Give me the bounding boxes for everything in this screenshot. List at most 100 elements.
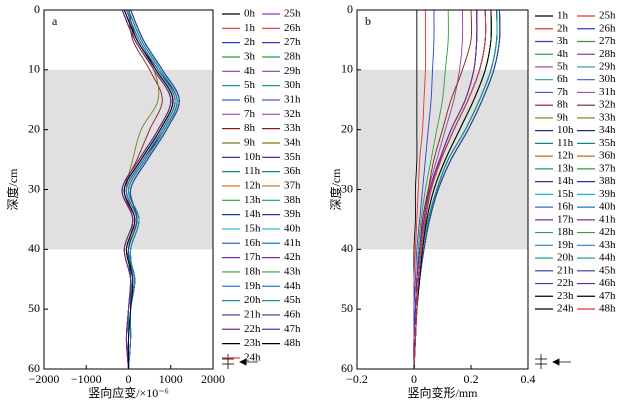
legend-label: 7h xyxy=(557,86,569,98)
legend-label: 26h xyxy=(599,22,616,34)
panel-label: b xyxy=(365,14,371,28)
legend-label: 35h xyxy=(599,137,616,149)
legend-label: 48h xyxy=(284,337,301,349)
x-tick-label: 0 xyxy=(126,372,132,386)
legend-label: 6h xyxy=(244,94,256,106)
legend-label: 18h xyxy=(557,226,574,238)
legend-label: 43h xyxy=(599,239,616,251)
legend-label: 31h xyxy=(599,86,616,98)
x-tick-label: 2000 xyxy=(201,372,225,386)
legend-label: 47h xyxy=(284,323,301,335)
y-tick-label: 50 xyxy=(341,301,353,315)
legend-label: 21h xyxy=(244,308,261,320)
legend-label: 19h xyxy=(557,239,574,251)
series-line xyxy=(413,10,435,369)
legend-label: 20h xyxy=(244,294,261,306)
legend-label: 7h xyxy=(244,108,256,120)
legend-label: 37h xyxy=(599,162,616,174)
legend-label: 32h xyxy=(284,108,301,120)
legend-label: 13h xyxy=(557,162,574,174)
x-tick-label: −1000 xyxy=(71,372,102,386)
legend-label: 2h xyxy=(244,36,256,48)
legend-label: 1h xyxy=(244,22,256,34)
legend-label: 22h xyxy=(557,277,574,289)
legend-label: 44h xyxy=(599,252,616,264)
legend-label: 12h xyxy=(244,179,261,191)
legend-label: 23h xyxy=(557,290,574,302)
legend-label: 8h xyxy=(244,122,256,134)
legend-label: 46h xyxy=(284,308,301,320)
legend-label: 34h xyxy=(599,124,616,136)
legend-label: 41h xyxy=(284,237,301,249)
legend-label: 4h xyxy=(244,65,256,77)
legend-label: 20h xyxy=(557,252,574,264)
legend-label: 15h xyxy=(557,188,574,200)
legend-label: 14h xyxy=(244,208,261,220)
legend-label: 30h xyxy=(284,79,301,91)
legend-label: 23h xyxy=(244,337,261,349)
legend-label: 36h xyxy=(599,150,616,162)
legend-label: 28h xyxy=(599,48,616,60)
legend-label: 24h xyxy=(244,351,261,363)
y-tick-label: 60 xyxy=(28,361,40,375)
y-tick-label: 0 xyxy=(34,2,40,16)
legend-label: 9h xyxy=(244,137,256,149)
series-line xyxy=(413,10,487,369)
legend-label: 33h xyxy=(599,111,616,123)
legend-label: 38h xyxy=(284,194,301,206)
legend-label: 17h xyxy=(244,251,261,263)
legend-label: 16h xyxy=(557,201,574,213)
legend-label: 22h xyxy=(244,323,261,335)
legend-label: 43h xyxy=(284,265,301,277)
y-tick-label: 50 xyxy=(28,301,40,315)
y-tick-label: 10 xyxy=(341,62,353,76)
legend-label: 45h xyxy=(284,294,301,306)
legend-label: 42h xyxy=(284,251,301,263)
legend-label: 44h xyxy=(284,280,301,292)
legend-label: 48h xyxy=(599,303,616,315)
legend-label: 5h xyxy=(244,79,256,91)
x-tick-label: 1000 xyxy=(159,372,183,386)
y-tick-label: 0 xyxy=(347,2,353,16)
legend-label: 24h xyxy=(557,303,574,315)
legend-label: 11h xyxy=(557,137,574,149)
legend-label: 46h xyxy=(599,277,616,289)
legend-label: 29h xyxy=(599,60,616,72)
legend-label: 1h xyxy=(557,10,569,22)
legend-label: 42h xyxy=(599,226,616,238)
y-axis-label: 深度/cm xyxy=(5,168,20,211)
legend-label: 15h xyxy=(244,222,261,234)
legend-label: 14h xyxy=(557,175,574,187)
legend-label: 21h xyxy=(557,264,574,276)
y-axis-label: 深度/cm xyxy=(328,168,343,211)
y-tick-label: 40 xyxy=(341,241,353,255)
y-tick-label: 60 xyxy=(341,361,353,375)
y-tick-label: 10 xyxy=(28,62,40,76)
series-lines xyxy=(413,10,501,369)
legend-label: 31h xyxy=(284,94,301,106)
series-line xyxy=(121,10,172,369)
panel-label: a xyxy=(52,14,58,28)
legend-label: 32h xyxy=(599,99,616,111)
x-tick-label: 0.2 xyxy=(464,372,479,386)
legend-label: 6h xyxy=(557,73,569,85)
legend-label: 25h xyxy=(599,10,616,22)
legend-label: 40h xyxy=(284,222,301,234)
legend-label: 3h xyxy=(244,51,256,63)
legend-label: 38h xyxy=(599,175,616,187)
legend-label: 0h xyxy=(244,8,256,20)
legend-label: 17h xyxy=(557,213,574,225)
legend-label: 47h xyxy=(599,290,616,302)
legend-label: 29h xyxy=(284,65,301,77)
legend-label: 4h xyxy=(557,48,569,60)
legend-label: 37h xyxy=(284,179,301,191)
legend-label: 10h xyxy=(557,124,574,136)
legend-label: 12h xyxy=(557,150,574,162)
x-tick-label: −0.2 xyxy=(346,372,368,386)
legend-label: 35h xyxy=(284,151,301,163)
legend-label: 3h xyxy=(557,35,569,47)
legend-label: 36h xyxy=(284,165,301,177)
legend-label: 8h xyxy=(557,99,569,111)
y-tick-label: 20 xyxy=(28,121,40,135)
